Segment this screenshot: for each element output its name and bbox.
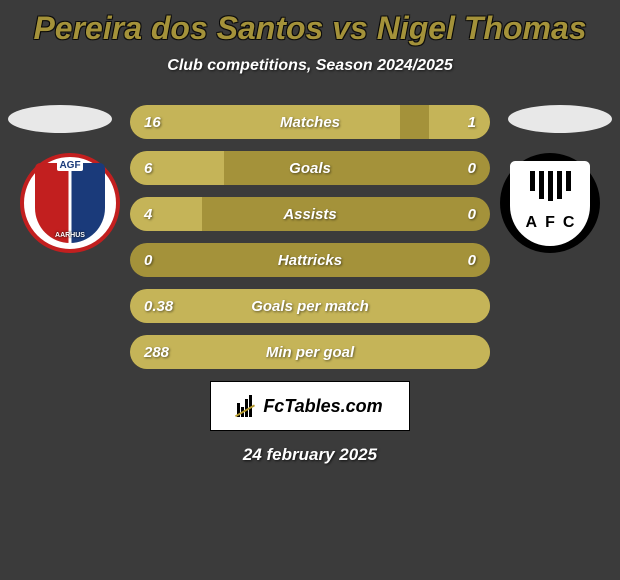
stat-label: Min per goal [266, 344, 354, 361]
badge-shield-right: A F C [510, 161, 590, 246]
player-photo-right [508, 105, 612, 133]
fctables-link[interactable]: FcTables.com [210, 381, 410, 431]
stats-list: 16Matches16Goals04Assists00Hattricks00.3… [130, 105, 490, 369]
stat-value-left: 6 [144, 160, 152, 177]
badge-stripes-icon [520, 171, 580, 201]
stat-row: 6 Goals 0 [130, 151, 490, 185]
player-photo-left [8, 105, 112, 133]
logo-text: FcTables.com [263, 396, 382, 417]
stat-value-left: 16 [144, 114, 161, 131]
comparison-container: Pereira dos Santos vs Nigel Thomas Club … [0, 0, 620, 580]
chart-icon [237, 395, 259, 417]
club-badge-right: A F C [500, 153, 600, 253]
badge-letters-right: A F C [526, 214, 575, 232]
badge-shield-left: AGF AARHUS [35, 163, 105, 243]
stat-fill-right [429, 105, 490, 139]
content-area: AGF AARHUS A F C 16Matches16Goals04Assis… [0, 105, 620, 465]
stat-fill-left [130, 105, 400, 139]
stat-label: Hattricks [278, 252, 342, 269]
club-badge-left: AGF AARHUS [20, 153, 120, 253]
stat-label: Assists [283, 206, 336, 223]
badge-bottom-text-left: AARHUS [55, 232, 85, 239]
stat-label: Goals [289, 160, 331, 177]
subtitle: Club competitions, Season 2024/2025 [0, 57, 620, 75]
stat-value-right: 0 [468, 160, 476, 177]
stat-row: 0.38 Goals per match [130, 289, 490, 323]
stat-value-left: 4 [144, 206, 152, 223]
stat-value-left: 0.38 [144, 298, 173, 315]
stat-label: Goals per match [251, 298, 369, 315]
stat-value-left: 0 [144, 252, 152, 269]
page-title: Pereira dos Santos vs Nigel Thomas [0, 0, 620, 47]
stat-row: 288 Min per goal [130, 335, 490, 369]
stat-value-left: 288 [144, 344, 169, 361]
stat-value-right: 0 [468, 206, 476, 223]
stat-row: 16 Matches 1 [130, 105, 490, 139]
date-label: 24 february 2025 [0, 445, 620, 465]
stat-label: Matches [280, 114, 340, 131]
stat-value-right: 0 [468, 252, 476, 269]
badge-top-text-left: AGF [57, 160, 82, 171]
stat-row: 4 Assists 0 [130, 197, 490, 231]
stat-value-right: 1 [468, 114, 476, 131]
stat-row: 0 Hattricks 0 [130, 243, 490, 277]
stat-fill-left [130, 197, 202, 231]
